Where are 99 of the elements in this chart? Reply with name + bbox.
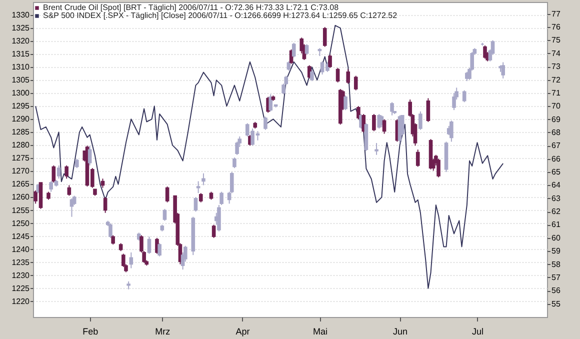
candlestick — [147, 236, 152, 254]
y-tick-label: 1280 — [12, 140, 30, 150]
y2-tick-label: 63 — [552, 194, 561, 203]
y-tick-label: 1265 — [12, 180, 30, 189]
y-tick-label: 1300 — [12, 88, 30, 98]
y2-tick-label: 70 — [552, 102, 561, 111]
x-tick-label: Feb — [82, 326, 98, 336]
y2-tick-label: 74 — [552, 48, 561, 58]
y2-tick-label: 71 — [552, 88, 561, 98]
candlestick — [344, 95, 348, 111]
candlestick — [67, 184, 72, 196]
legend-label: Brent Crude Oil [Spot] [BRT - Täglich] 2006/07/11 - O:72.36 H:73.33 L:72.1 C:73.08 — [43, 3, 340, 12]
y2-tick-label: 72 — [552, 75, 561, 84]
y2-tick-label: 60 — [552, 233, 561, 242]
y2-tick-label: 77 — [552, 9, 561, 18]
y-tick-label: 1275 — [12, 154, 30, 163]
candlestick — [158, 242, 162, 257]
y2-tick-label: 64 — [552, 180, 561, 190]
y-tick-label: 1295 — [12, 102, 30, 111]
y2-tick-label: 55 — [552, 299, 561, 308]
y-tick-label: 1325 — [12, 24, 30, 33]
candlestick — [426, 98, 430, 122]
y-tick-label: 1260 — [12, 192, 30, 202]
candlestick — [165, 186, 170, 203]
y-tick-label: 1285 — [12, 128, 30, 137]
y2-tick-label: 69 — [552, 114, 561, 124]
y2-tick-label: 57 — [552, 272, 561, 282]
candlestick — [232, 157, 236, 169]
y-tick-label: 1315 — [12, 50, 30, 59]
candlestick — [162, 208, 167, 222]
y2-tick-label: 73 — [552, 62, 561, 72]
candlestick — [390, 102, 394, 116]
candlestick — [346, 68, 350, 84]
y-tick-label: 1225 — [12, 284, 30, 293]
y2-tick-label: 68 — [552, 128, 561, 137]
y2-tick-label: 62 — [552, 207, 561, 216]
candlestick — [374, 142, 378, 156]
y2-tick-label: 61 — [552, 220, 561, 230]
candlestick — [194, 196, 198, 212]
candlestick — [418, 110, 422, 130]
candlestick — [356, 106, 360, 120]
candlestick — [450, 120, 454, 142]
legend-label: S&P 500 INDEX [.SPX - Täglich] [Close] 2006/07/11 - O:1266.6699 H:1273.64 L:1259.65 C:1272.52 — [43, 11, 398, 20]
x-tick-label: Jun — [393, 326, 408, 336]
x-tick-label: Jul — [472, 326, 484, 336]
candlestick — [292, 42, 296, 58]
y-tick-label: 1320 — [12, 36, 30, 46]
y-tick-label: 1230 — [12, 270, 30, 280]
candlestick — [462, 90, 466, 103]
candlestick — [264, 116, 268, 130]
candlestick — [64, 164, 68, 180]
y-tick-label: 1250 — [12, 218, 30, 228]
y2-tick-label: 58 — [552, 260, 561, 269]
y2-tick-label: 59 — [552, 246, 561, 256]
candlestick — [212, 224, 216, 238]
y-tick-label: 1220 — [12, 296, 30, 306]
candlestick — [217, 204, 221, 232]
y2-tick-label: 56 — [552, 286, 561, 296]
candlestick — [382, 118, 386, 134]
candlestick — [196, 180, 200, 194]
candlestick — [52, 164, 56, 184]
candlestick — [286, 60, 291, 72]
y-tick-label: 1240 — [12, 244, 30, 254]
candlestick — [56, 164, 61, 180]
candlestick — [75, 158, 79, 169]
y2-tick-label: 66 — [552, 154, 561, 164]
candlestick — [108, 222, 112, 238]
y-tick-label: 1330 — [12, 10, 30, 20]
candlestick — [322, 26, 327, 48]
candlestick — [304, 44, 309, 56]
x-tick-label: Mai — [312, 326, 328, 336]
y2-tick-label: 65 — [552, 168, 561, 177]
candlestick — [416, 149, 420, 168]
y-tick-label: 1270 — [12, 166, 30, 176]
y2-tick-label: 76 — [552, 22, 561, 32]
candlestick — [198, 192, 203, 203]
y-tick-label: 1305 — [12, 76, 30, 85]
x-tick-label: Apr — [236, 326, 250, 336]
y-tick-label: 1290 — [12, 114, 30, 124]
candlestick — [220, 191, 224, 206]
x-tick-label: Mrz — [155, 326, 171, 336]
candlestick — [100, 178, 105, 188]
candlestick — [354, 75, 358, 91]
candlestick — [328, 54, 332, 68]
y-tick-label: 1235 — [12, 258, 30, 267]
y2-tick-label: 75 — [552, 36, 561, 45]
candlestick — [111, 234, 115, 246]
line-series — [35, 24, 504, 289]
y-tick-label: 1310 — [12, 62, 30, 72]
candlestick — [88, 145, 92, 166]
candlestick — [372, 114, 376, 132]
y-tick-label: 1245 — [12, 232, 30, 241]
candlestick — [202, 172, 206, 186]
y2-tick-label: 67 — [552, 141, 561, 150]
candlestick — [310, 68, 314, 82]
candlestick — [336, 67, 340, 83]
candlestick — [483, 44, 487, 60]
y-tick-label: 1255 — [12, 206, 30, 215]
candlestick — [103, 196, 108, 214]
